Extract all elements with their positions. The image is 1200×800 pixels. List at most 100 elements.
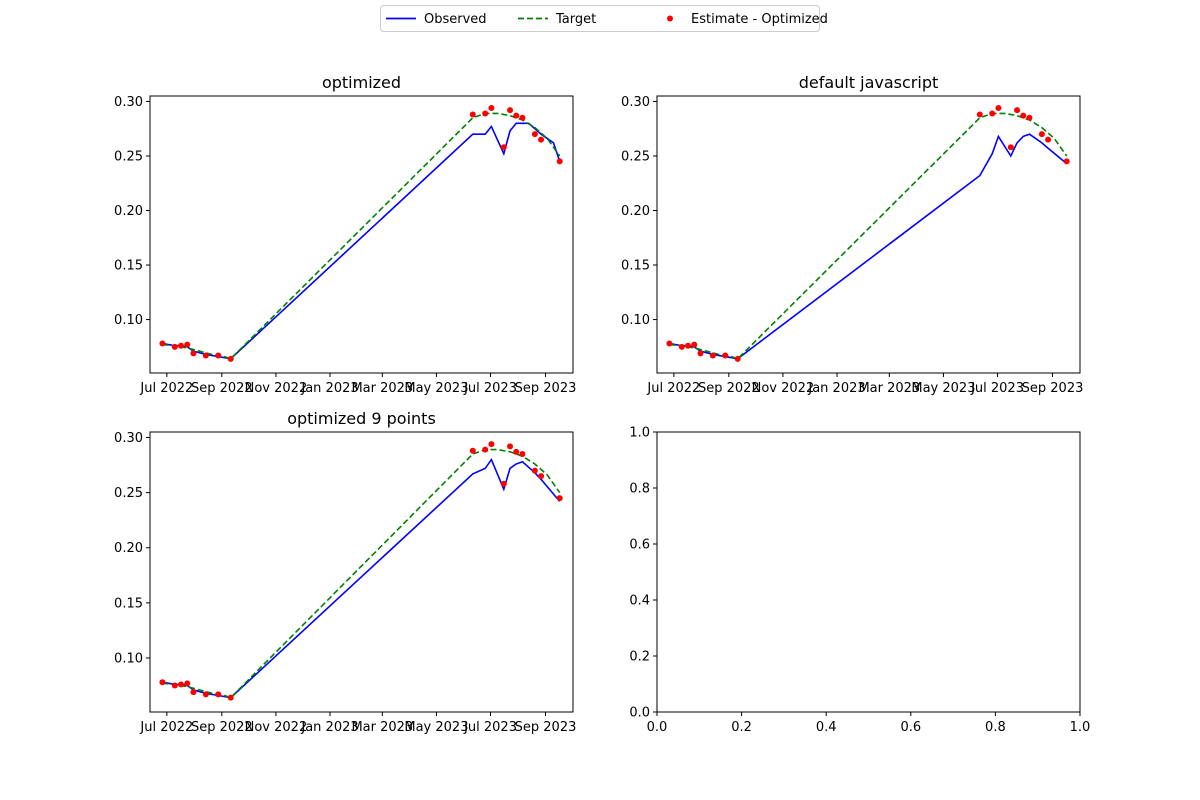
- legend-item: Estimate - Optimized: [667, 12, 828, 27]
- legend-label: Target: [555, 12, 596, 27]
- y-tick-label: 0.4: [629, 594, 650, 609]
- estimate-point: [178, 681, 185, 688]
- legend-label: Observed: [424, 12, 487, 27]
- estimate-point: [513, 112, 520, 119]
- estimate-point: [1014, 107, 1021, 114]
- y-tick-label: 0.2: [629, 650, 650, 665]
- estimate-point: [469, 447, 476, 454]
- x-tick-label: 0.6: [900, 720, 921, 735]
- x-tick-label: Mar 2023: [858, 381, 920, 396]
- x-tick-label: 0.4: [816, 720, 837, 735]
- y-tick-label: 0.25: [114, 486, 143, 501]
- estimate-point: [531, 131, 538, 138]
- estimate-point: [538, 136, 545, 143]
- estimate-point: [227, 694, 234, 701]
- estimate-point: [190, 689, 197, 696]
- estimate-point: [556, 495, 563, 502]
- x-tick-label: May 2023: [911, 381, 975, 396]
- estimate-point: [538, 473, 545, 480]
- x-tick-label: Mar 2023: [351, 381, 413, 396]
- x-tick-label: Sep 2022: [698, 381, 760, 396]
- y-tick-label: 0.20: [114, 204, 143, 219]
- estimate-point: [488, 104, 495, 111]
- estimate-point: [202, 691, 209, 698]
- y-tick-label: 0.25: [621, 149, 650, 164]
- axes-frame: [656, 431, 1081, 713]
- estimate-point: [159, 340, 166, 347]
- estimate-point: [184, 341, 191, 348]
- target-series-line: [162, 448, 561, 699]
- estimate-point: [556, 158, 563, 165]
- estimate-point: [178, 342, 185, 349]
- estimate-point: [488, 441, 495, 448]
- axes-frame: [149, 95, 574, 374]
- estimate-point: [989, 110, 996, 117]
- estimate-point: [215, 352, 222, 359]
- estimate-point: [190, 350, 197, 357]
- estimate-point: [678, 343, 685, 350]
- x-tick-label: Jan 2023: [300, 720, 358, 735]
- subplot-title: default javascript: [799, 73, 939, 92]
- plot-area: [159, 104, 563, 362]
- x-tick-label: Mar 2023: [351, 720, 413, 735]
- estimate-point: [507, 107, 514, 114]
- y-tick-label: 0.6: [629, 538, 650, 553]
- x-tick-label: Sep 2023: [515, 381, 577, 396]
- y-tick-label: 0.8: [629, 482, 650, 497]
- estimate-point: [171, 682, 178, 689]
- y-tick-label: 0.20: [114, 541, 143, 556]
- y-tick-label: 0.25: [114, 149, 143, 164]
- target-series-line: [162, 112, 561, 360]
- y-tick-label: 0.30: [114, 95, 143, 110]
- estimate-point: [507, 443, 514, 450]
- legend: Observed Target Estimate - Optimized: [380, 5, 828, 32]
- x-tick-label: Jan 2023: [300, 381, 358, 396]
- estimate-point: [1038, 131, 1045, 138]
- y-tick-label: 0.15: [114, 596, 143, 611]
- estimate-point: [531, 467, 538, 474]
- x-tick-label: Jan 2023: [807, 381, 865, 396]
- estimate-point: [202, 352, 209, 359]
- x-tick-label: Nov 2022: [245, 381, 308, 396]
- x-tick-label: Nov 2022: [245, 720, 308, 735]
- estimate-point: [227, 355, 234, 362]
- legend-item: Target: [518, 12, 596, 27]
- estimate-point: [500, 480, 507, 487]
- estimate-point: [691, 341, 698, 348]
- x-tick-label: 1.0: [1070, 720, 1091, 735]
- subplot-4: 0.0 0.2 0.4 0.6 0.8 1.0 0.0 0.2 0.4 0.6 0.8 1.0: [629, 426, 1090, 736]
- estimate-point: [976, 111, 983, 118]
- estimate-point: [734, 355, 741, 362]
- plot-area: [666, 104, 1070, 362]
- x-tick-label: May 2023: [404, 381, 468, 396]
- estimate-point: [519, 451, 526, 458]
- estimate-point: [666, 340, 673, 347]
- estimate-point: [482, 446, 489, 453]
- x-tick-label: Jul 2022: [139, 720, 193, 735]
- x-tick-label: May 2023: [404, 720, 468, 735]
- estimate-point: [159, 679, 166, 686]
- plot-area: [159, 441, 563, 701]
- estimate-point: [469, 111, 476, 118]
- y-tick-label: 0.30: [114, 431, 143, 446]
- subplot-title: optimized 9 points: [287, 409, 436, 428]
- legend-item: Observed: [386, 12, 487, 27]
- legend-label: Estimate - Optimized: [691, 12, 828, 27]
- x-tick-label: 0.8: [985, 720, 1006, 735]
- x-tick-label: Jul 2022: [139, 381, 193, 396]
- estimate-point: [482, 110, 489, 117]
- x-tick-label: Jul 2023: [463, 381, 517, 396]
- estimate-point: [685, 342, 692, 349]
- estimate-point: [995, 104, 1002, 111]
- y-tick-label: 0.15: [114, 259, 143, 274]
- estimate-point: [500, 144, 507, 151]
- y-tick-label: 0.30: [621, 95, 650, 110]
- estimate-point: [215, 691, 222, 698]
- x-tick-label: Jul 2022: [646, 381, 700, 396]
- x-tick-label: Sep 2022: [191, 720, 253, 735]
- axes-frame: [656, 95, 1081, 374]
- x-tick-label: Nov 2022: [752, 381, 815, 396]
